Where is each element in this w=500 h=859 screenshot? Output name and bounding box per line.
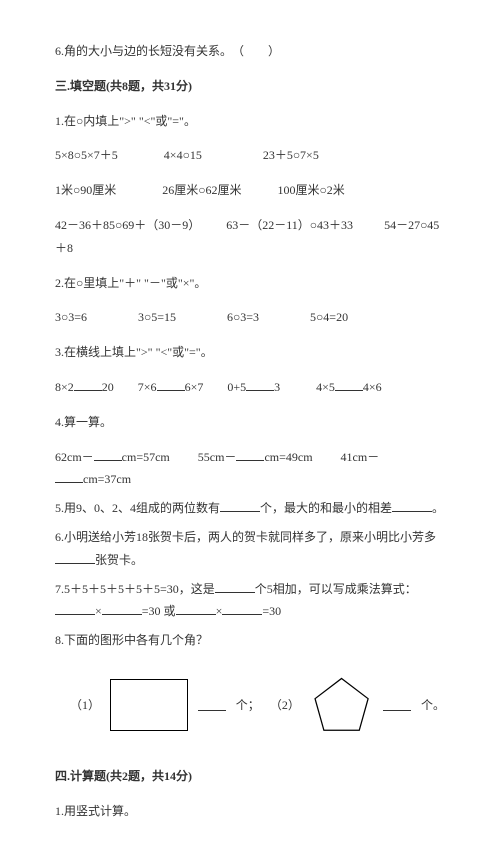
question-2-6: 6.角的大小与边的长短没有关系。 （ ）: [55, 40, 445, 63]
text: ×: [95, 604, 102, 618]
text: 5.用9、0、2、4组成的两位数有: [55, 501, 220, 515]
blank[interactable]: [198, 698, 226, 711]
q4-1-prompt: 1.用竖式计算。: [55, 800, 445, 823]
shape-2-label: （2）: [270, 694, 300, 717]
blank[interactable]: [222, 602, 262, 615]
expr: 5×8○5×7＋5: [55, 148, 118, 162]
expr: 62cm－: [55, 450, 94, 464]
expr: 41cm－: [341, 450, 380, 464]
shapes-row: （1） 个； （2） 个。: [55, 670, 445, 740]
blank[interactable]: [335, 378, 363, 391]
q3-1-prompt: 1.在○内填上">" "<"或"="。: [55, 110, 445, 133]
expr: 3: [274, 380, 280, 394]
expr: 6×7: [185, 380, 204, 394]
text: 个，最大的和最小的相差: [260, 501, 392, 515]
text: ×: [216, 604, 223, 618]
blank[interactable]: [55, 602, 95, 615]
expr: cm=57cm: [122, 450, 170, 464]
expr: 6○3=3: [227, 310, 259, 324]
expr: 8×2: [55, 380, 74, 394]
section-4-header: 四.计算题(共2题，共14分): [55, 765, 445, 788]
blank[interactable]: [94, 448, 122, 461]
expr: 1米○90厘米: [55, 183, 116, 197]
expr: 26厘米○62厘米: [162, 183, 241, 197]
rectangle-shape: [110, 679, 188, 731]
expr: 4×5: [316, 380, 335, 394]
expr: 4×4○15: [164, 148, 202, 162]
q3-3-prompt: 3.在横线上填上">" "<"或"="。: [55, 341, 445, 364]
expr: 3○3=6: [55, 310, 87, 324]
expr: 5○4=20: [310, 310, 348, 324]
pentagon-shape: [310, 670, 373, 740]
expr: 4×6: [363, 380, 382, 394]
blank[interactable]: [157, 378, 185, 391]
expr: 63－（22－11）○43＋33: [226, 218, 353, 232]
q3-1-row3: 42－36＋85○69＋（30－9） 63－（22－11）○43＋33 54－2…: [55, 214, 445, 260]
q3-2-row: 3○3=6 3○5=15 6○3=3 5○4=20: [55, 306, 445, 329]
q3-1-row2: 1米○90厘米 26厘米○62厘米 100厘米○2米: [55, 179, 445, 202]
blank[interactable]: [236, 448, 264, 461]
text: 个5相加，可以写成乘法算式：: [255, 582, 417, 596]
q3-6: 6.小明送给小芳18张贺卡后，两人的贺卡就同样多了，原来小明比小芳多张贺卡。: [55, 526, 445, 572]
q3-4-row: 62cm－ cm=57cm 55cm－ cm=49cm 41cm－ cm=37cm: [55, 446, 445, 492]
q3-5: 5.用9、0、2、4组成的两位数有 个，最大的和最小的相差 。: [55, 497, 445, 520]
expr: cm=49cm: [264, 450, 312, 464]
text: =30: [262, 604, 281, 618]
text: =30 或: [142, 604, 176, 618]
q3-7: 7.5＋5＋5＋5＋5＋5=30，这是 个5相加，可以写成乘法算式： × =30 或…: [55, 578, 445, 624]
q3-2-prompt: 2.在○里填上"＋" "－"或"×"。: [55, 272, 445, 295]
text: 7.5＋5＋5＋5＋5＋5=30，这是: [55, 582, 215, 596]
blank[interactable]: [176, 602, 216, 615]
blank[interactable]: [102, 602, 142, 615]
text: 。: [432, 501, 444, 515]
unit: 个；: [236, 694, 260, 717]
expr: 42－36＋85○69＋（30－9）: [55, 218, 200, 232]
expr: cm=37cm: [83, 472, 131, 486]
expr: 23＋5○7×5: [263, 148, 319, 162]
q3-8-prompt: 8.下面的图形中各有几个角？: [55, 629, 445, 652]
shape-1-label: （1）: [70, 694, 100, 717]
expr: 3○5=15: [138, 310, 176, 324]
blank[interactable]: [215, 580, 255, 593]
blank[interactable]: [220, 499, 260, 512]
expr: 20: [102, 380, 114, 394]
unit: 个。: [421, 694, 445, 717]
text: 6.小明送给小芳18张贺卡后，两人的贺卡就同样多了，原来小明比小芳多: [55, 530, 436, 544]
expr: 0+5: [227, 380, 246, 394]
blank[interactable]: [55, 470, 83, 483]
blank[interactable]: [383, 698, 411, 711]
expr: 55cm－: [198, 450, 237, 464]
blank[interactable]: [246, 378, 274, 391]
blank[interactable]: [392, 499, 432, 512]
q3-4-prompt: 4.算一算。: [55, 411, 445, 434]
expr: 100厘米○2米: [278, 183, 345, 197]
text: 张贺卡。: [95, 553, 143, 567]
q3-1-row1: 5×8○5×7＋5 4×4○15 23＋5○7×5: [55, 144, 445, 167]
blank[interactable]: [74, 378, 102, 391]
expr: 7×6: [138, 380, 157, 394]
section-3-header: 三.填空题(共8题，共31分): [55, 75, 445, 98]
q3-3-row: 8×2 20 7×6 6×7 0+5 3 4×5 4×6: [55, 376, 445, 399]
blank[interactable]: [55, 551, 95, 564]
